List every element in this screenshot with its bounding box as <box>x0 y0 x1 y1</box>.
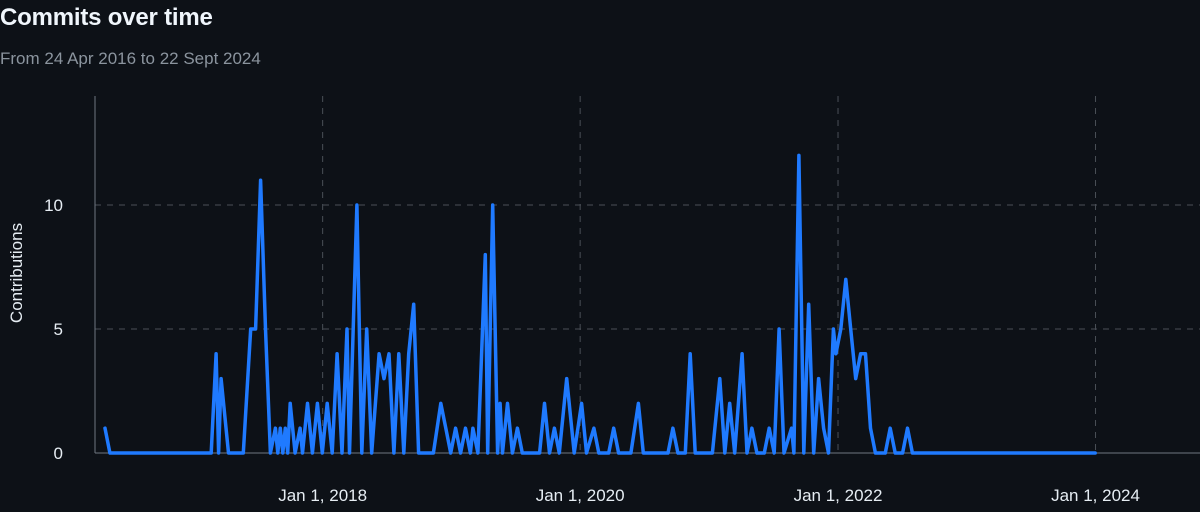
gridlines <box>95 96 1200 453</box>
x-ticks: Jan 1, 2018 Jan 1, 2020 Jan 1, 2022 Jan 1, … <box>278 486 1140 505</box>
x-tick-label: Jan 1, 2022 <box>794 486 883 505</box>
chart-subtitle: From 24 Apr 2016 to 22 Sept 2024 <box>0 49 261 68</box>
x-tick-label: Jan 1, 2018 <box>278 486 367 505</box>
y-tick-label: 5 <box>54 320 63 339</box>
series-line <box>103 153 1097 455</box>
y-axis-title: Contributions <box>7 223 26 323</box>
axes <box>94 96 1200 454</box>
chart-title: Commits over time <box>0 4 213 31</box>
y-tick-label: 0 <box>54 444 63 463</box>
x-tick-label: Jan 1, 2024 <box>1051 486 1140 505</box>
x-tick-label: Jan 1, 2020 <box>536 486 625 505</box>
y-ticks: 0 5 10 <box>44 196 63 463</box>
y-tick-label: 10 <box>44 196 63 215</box>
series-group <box>103 153 1097 455</box>
